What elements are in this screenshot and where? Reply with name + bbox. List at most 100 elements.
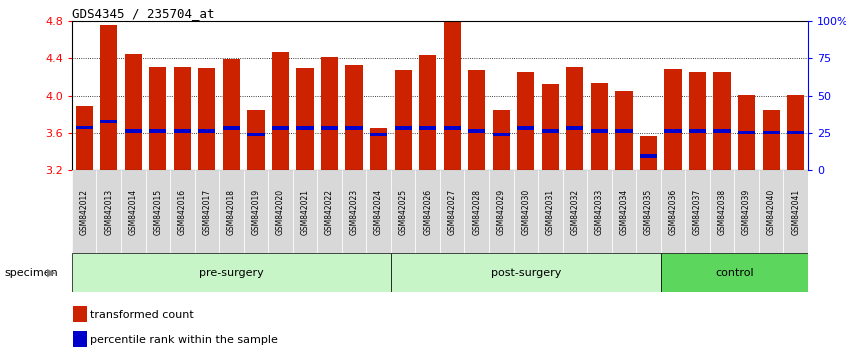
Bar <box>321 126 338 130</box>
Text: GSM842013: GSM842013 <box>104 188 113 235</box>
Text: GSM842018: GSM842018 <box>227 189 236 234</box>
Bar <box>268 170 293 253</box>
Bar <box>443 17 461 170</box>
Bar <box>615 91 633 170</box>
Text: GSM842019: GSM842019 <box>251 188 261 235</box>
Bar <box>492 133 510 136</box>
Bar <box>219 170 244 253</box>
Bar <box>587 170 612 253</box>
Bar <box>640 136 657 170</box>
Bar <box>514 170 538 253</box>
Bar <box>296 68 314 170</box>
Bar <box>222 126 240 130</box>
Bar <box>272 126 289 130</box>
Bar <box>783 170 808 253</box>
Bar <box>787 95 805 170</box>
Text: GSM842028: GSM842028 <box>472 189 481 234</box>
Bar <box>394 69 412 170</box>
Bar <box>443 126 461 130</box>
Bar <box>121 170 146 253</box>
Bar <box>615 129 633 132</box>
Bar <box>345 65 363 170</box>
Bar <box>342 170 366 253</box>
Text: specimen: specimen <box>4 268 58 278</box>
Text: GSM842036: GSM842036 <box>668 188 678 235</box>
Bar <box>195 170 219 253</box>
Bar <box>713 129 731 132</box>
Bar <box>124 129 142 132</box>
Bar <box>591 129 608 132</box>
Bar <box>75 126 93 129</box>
Text: GSM842039: GSM842039 <box>742 188 751 235</box>
Bar <box>149 129 167 132</box>
Bar <box>391 253 661 292</box>
Bar <box>734 170 759 253</box>
Bar <box>296 126 314 130</box>
Bar <box>713 72 731 170</box>
Text: GSM842014: GSM842014 <box>129 188 138 235</box>
Bar <box>541 129 559 132</box>
Text: GSM842017: GSM842017 <box>202 188 212 235</box>
Bar <box>72 253 391 292</box>
Bar <box>74 331 86 347</box>
Bar <box>370 133 387 136</box>
Bar <box>419 55 437 170</box>
Bar <box>664 129 682 132</box>
Bar <box>661 253 808 292</box>
Bar <box>293 170 317 253</box>
Text: GSM842021: GSM842021 <box>300 189 310 234</box>
Text: GSM842015: GSM842015 <box>153 188 162 235</box>
Text: GSM842023: GSM842023 <box>349 188 359 235</box>
Bar <box>738 95 755 170</box>
Text: GSM842012: GSM842012 <box>80 189 89 234</box>
Bar <box>74 306 86 321</box>
Bar <box>468 129 486 132</box>
Bar <box>149 67 167 170</box>
Text: GSM842034: GSM842034 <box>619 188 629 235</box>
Bar <box>72 170 96 253</box>
Text: GSM842032: GSM842032 <box>570 188 580 235</box>
Bar <box>96 170 121 253</box>
Bar <box>222 59 240 170</box>
Bar <box>566 126 584 130</box>
Text: GSM842025: GSM842025 <box>398 188 408 235</box>
Bar <box>492 110 510 170</box>
Bar <box>738 131 755 135</box>
Bar <box>489 170 514 253</box>
Bar <box>394 126 412 130</box>
Bar <box>345 126 363 130</box>
Bar <box>762 110 780 170</box>
Bar <box>170 170 195 253</box>
Bar <box>198 129 216 132</box>
Text: post-surgery: post-surgery <box>491 268 561 278</box>
Text: GSM842035: GSM842035 <box>644 188 653 235</box>
Bar <box>538 170 563 253</box>
Bar <box>100 120 118 123</box>
Text: GSM842020: GSM842020 <box>276 188 285 235</box>
Text: GSM842029: GSM842029 <box>497 188 506 235</box>
Bar <box>272 52 289 170</box>
Bar <box>247 133 265 136</box>
Text: control: control <box>715 268 754 278</box>
Text: GSM842041: GSM842041 <box>791 188 800 235</box>
Text: GSM842030: GSM842030 <box>521 188 530 235</box>
Text: GSM842037: GSM842037 <box>693 188 702 235</box>
Bar <box>612 170 636 253</box>
Text: GSM842024: GSM842024 <box>374 188 383 235</box>
Bar <box>689 72 706 170</box>
Bar <box>321 57 338 170</box>
Text: GSM842016: GSM842016 <box>178 188 187 235</box>
Bar <box>75 106 93 170</box>
Bar <box>762 131 780 135</box>
Bar <box>689 129 706 132</box>
Text: pre-surgery: pre-surgery <box>199 268 264 278</box>
Text: GSM842040: GSM842040 <box>766 188 776 235</box>
Bar <box>685 170 710 253</box>
Bar <box>100 25 118 170</box>
Bar <box>787 131 805 135</box>
Bar <box>517 126 535 130</box>
Bar <box>146 170 170 253</box>
Bar <box>317 170 342 253</box>
Bar <box>759 170 783 253</box>
Text: ▶: ▶ <box>47 268 55 278</box>
